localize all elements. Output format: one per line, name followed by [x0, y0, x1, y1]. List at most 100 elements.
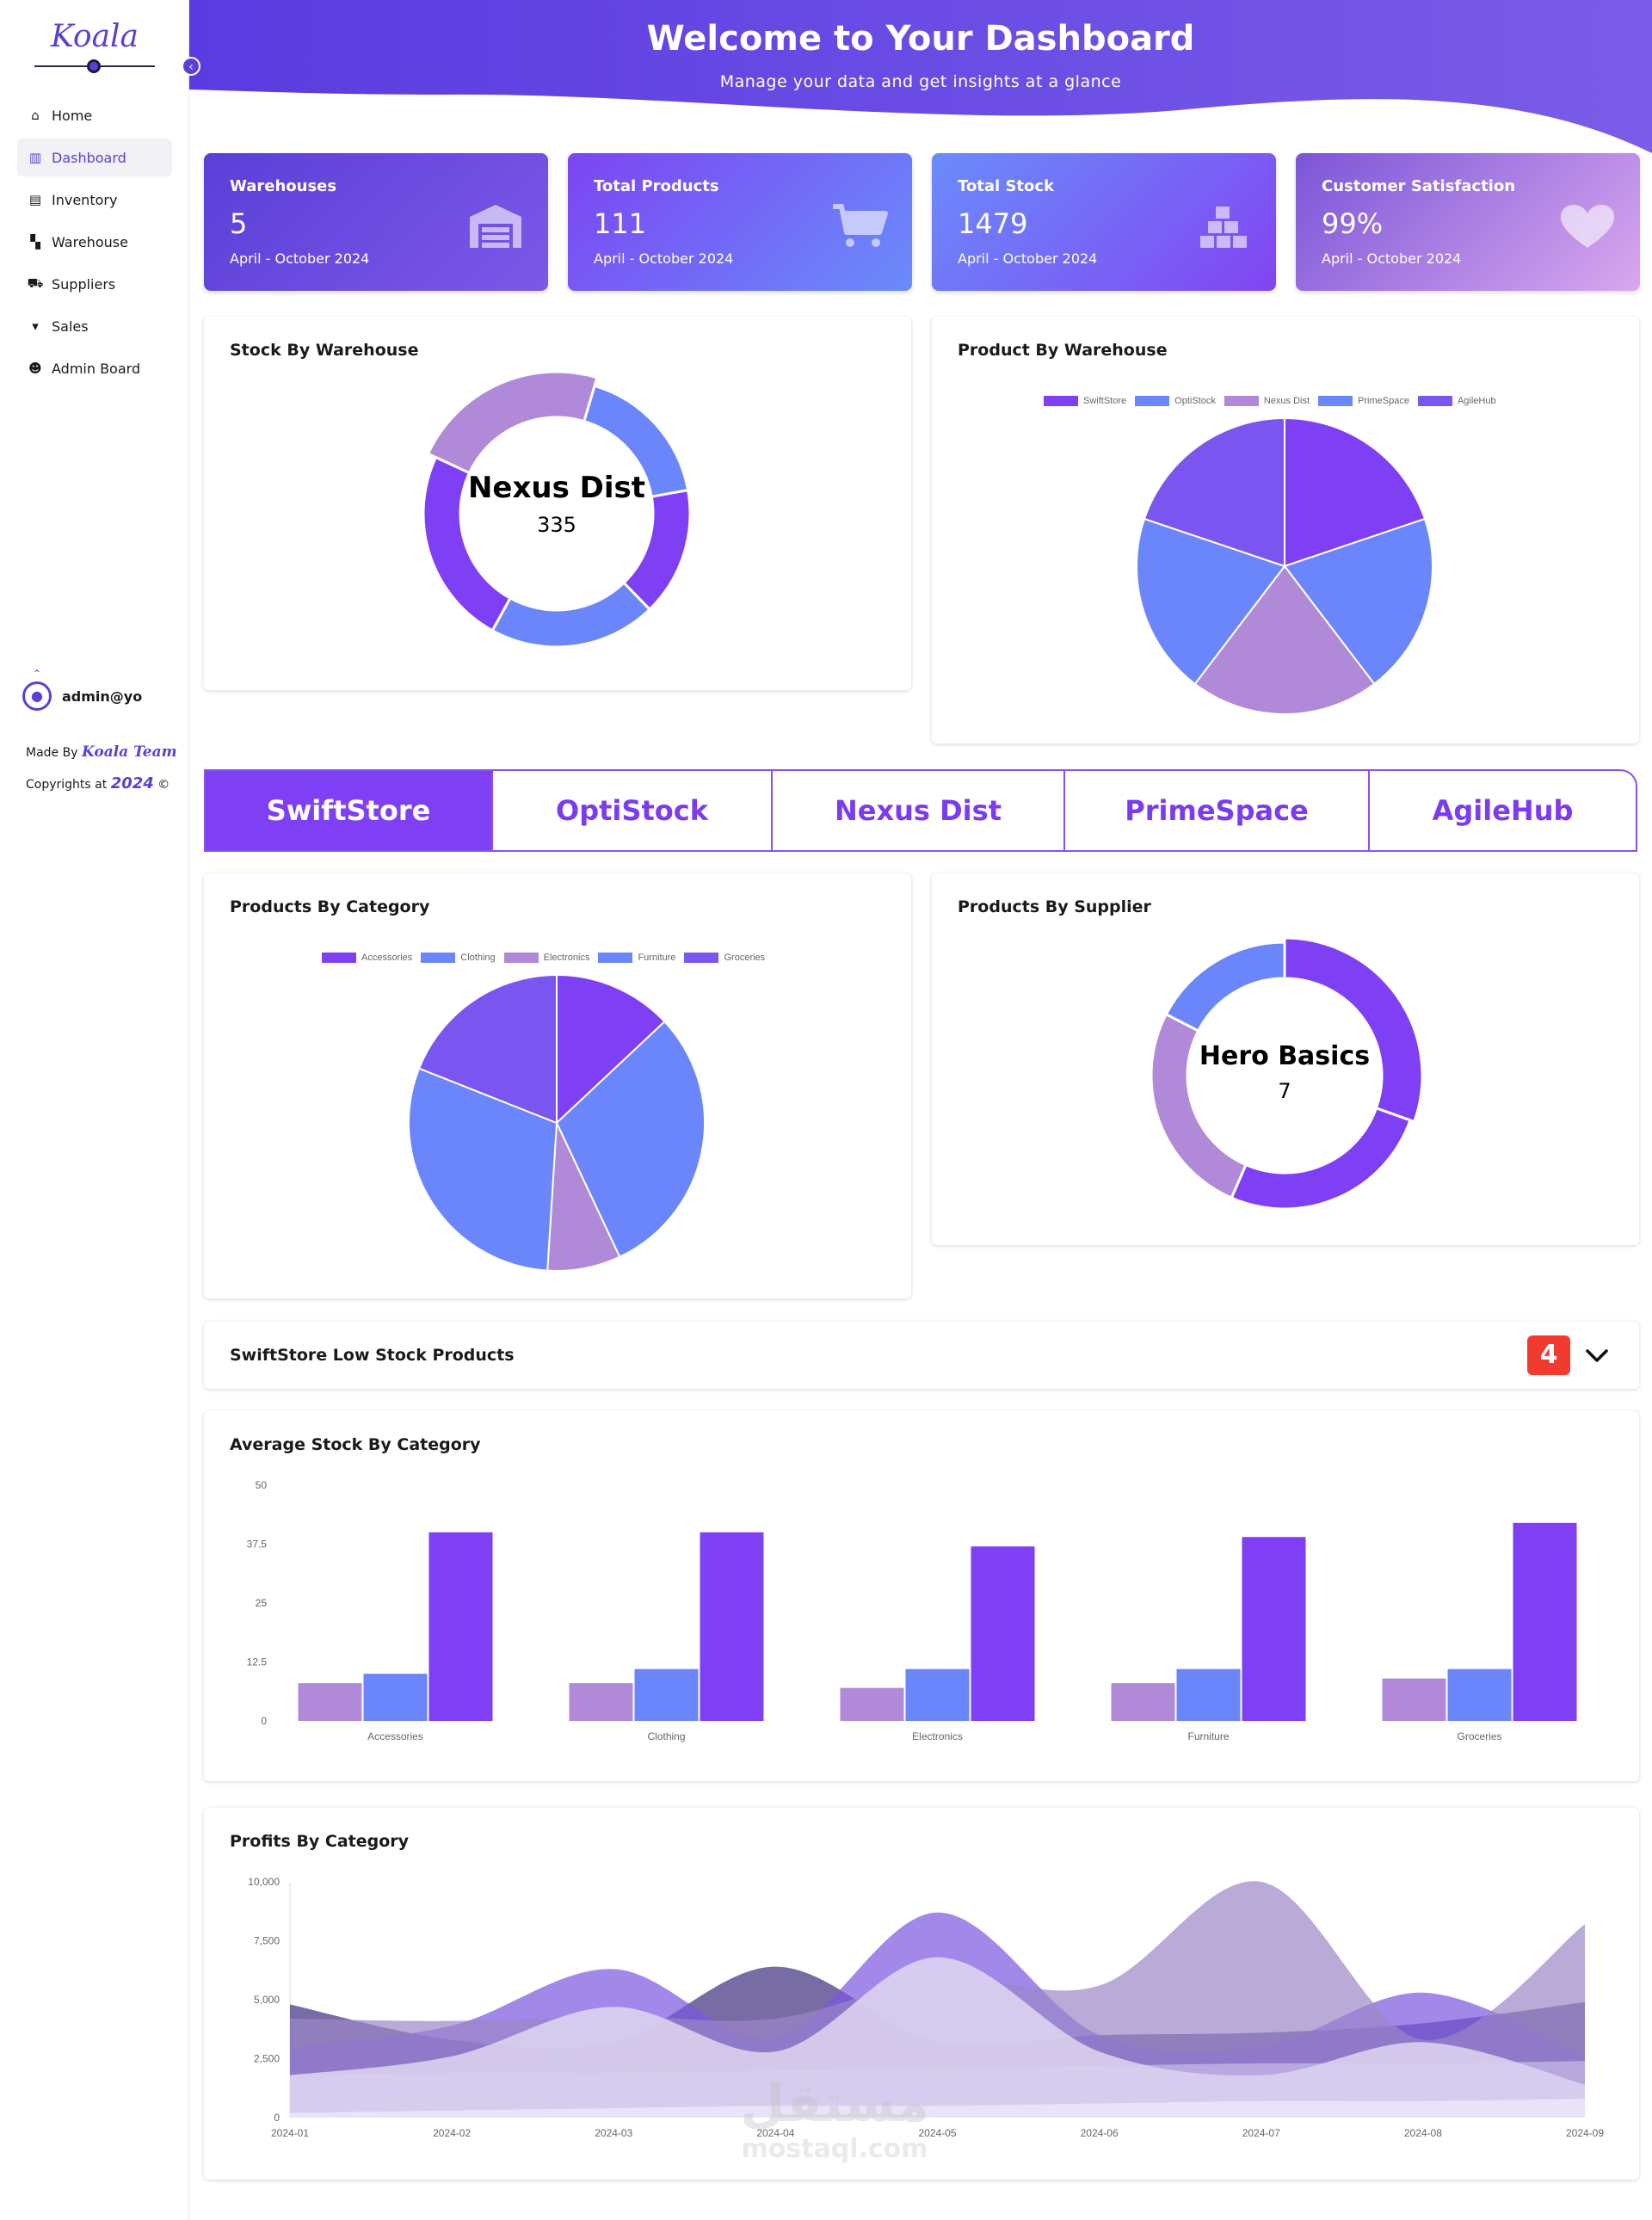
average-stock-chart[interactable]: 0 12.5 25 37.5 50 Accessories Clothing Electron…: [204, 1411, 1639, 1781]
x-tick-label: Accessories: [367, 1730, 423, 1742]
pie-slice[interactable]: [1193, 564, 1376, 715]
pie-slice[interactable]: [1143, 416, 1285, 568]
bar[interactable]: [428, 1532, 493, 1721]
donut-slice[interactable]: [426, 370, 599, 475]
legend-item[interactable]: Electronics: [503, 953, 589, 963]
y-tick-label: 7,500: [254, 1935, 280, 1947]
stat-card-total-products[interactable]: Total Products 111 April - October 2024: [568, 153, 912, 291]
sidebar-item-warehouse[interactable]: ▚ Warehouse: [17, 223, 172, 261]
area-series[interactable]: [290, 2099, 1585, 2118]
tab-optistock[interactable]: OptiStock: [493, 771, 773, 850]
card-title: Products By Category: [230, 897, 430, 916]
stock-by-warehouse-chart[interactable]: Nexus Dist 335: [204, 317, 911, 690]
donut-slice[interactable]: [1283, 936, 1424, 1124]
bar[interactable]: [971, 1546, 1035, 1721]
bar[interactable]: [298, 1683, 362, 1721]
product-by-warehouse-card: Product By Warehouse SwiftStore OptiStoc…: [932, 317, 1639, 743]
products-by-supplier-chart[interactable]: Hero Basics 7: [932, 873, 1639, 1245]
bar[interactable]: [1242, 1537, 1306, 1721]
bar[interactable]: [569, 1683, 633, 1721]
donut-slice[interactable]: [490, 581, 652, 649]
legend-item[interactable]: AgileHub: [1417, 396, 1496, 406]
pie-slice[interactable]: [408, 1067, 558, 1272]
user-profile[interactable]: ⌃ ● admin@yo: [22, 668, 142, 711]
pie-slice[interactable]: [556, 973, 666, 1125]
bar[interactable]: [363, 1674, 428, 1721]
legend-item[interactable]: Clothing: [421, 953, 496, 963]
legend-item[interactable]: PrimeSpace: [1318, 396, 1409, 406]
legend-item[interactable]: OptiStock: [1135, 396, 1216, 406]
low-stock-panel[interactable]: SwiftStore Low Stock Products 4: [204, 1322, 1639, 1389]
products-by-category-chart[interactable]: [204, 873, 911, 1298]
made-by-prefix: Made By: [26, 746, 78, 760]
sidebar-collapse-button[interactable]: ‹: [182, 57, 200, 76]
sidebar-item-label: Dashboard: [52, 149, 126, 166]
legend-label: PrimeSpace: [1358, 396, 1409, 406]
pie-slice[interactable]: [417, 973, 558, 1125]
bar[interactable]: [1447, 1668, 1512, 1721]
bar[interactable]: [1176, 1668, 1241, 1721]
sidebar-item-home[interactable]: ⌂ Home: [17, 96, 172, 134]
bar[interactable]: [634, 1668, 699, 1721]
bar[interactable]: [1111, 1683, 1175, 1721]
warehouse-tabs: SwiftStore OptiStock Nexus Dist PrimeSpa…: [204, 769, 1637, 852]
legend-swatch: [322, 953, 356, 963]
sidebar-item-sales[interactable]: ▾ Sales: [17, 307, 172, 345]
stat-title: Customer Satisfaction: [1322, 177, 1516, 195]
stat-card-customer-satisfaction[interactable]: Customer Satisfaction 99% April - Octobe…: [1296, 153, 1640, 291]
legend-item[interactable]: SwiftStore: [1044, 396, 1126, 406]
x-tick-label: 2024-09: [1566, 2127, 1604, 2139]
caret-up-icon[interactable]: ⌃: [33, 668, 42, 680]
bar[interactable]: [1513, 1522, 1577, 1721]
stat-card-total-stock[interactable]: Total Stock 1479 April - October 2024: [932, 153, 1276, 291]
stat-date: April - October 2024: [594, 250, 734, 267]
y-tick-label: 50: [256, 1479, 268, 1491]
pie-slice[interactable]: [1136, 517, 1286, 686]
donut-slices: [1150, 936, 1424, 1211]
sidebar-item-admin-board[interactable]: ☻ Admin Board: [17, 349, 172, 387]
sidebar-item-dashboard[interactable]: ▥ Dashboard: [17, 139, 172, 176]
tab-swiftstore[interactable]: SwiftStore: [206, 771, 493, 850]
stat-card-warehouses[interactable]: Warehouses 5 April - October 2024: [204, 153, 548, 291]
copyright-year: 2024: [110, 774, 154, 792]
x-tick-label: 2024-03: [595, 2127, 632, 2139]
pie-slice[interactable]: [1284, 416, 1427, 568]
x-tick-label: Clothing: [647, 1730, 685, 1742]
bar[interactable]: [840, 1687, 904, 1721]
donut-slice[interactable]: [422, 455, 513, 632]
donut-center-value: 7: [1278, 1079, 1291, 1103]
donut-center-label: Nexus Dist: [468, 471, 645, 505]
sidebar-item-inventory[interactable]: ▤ Inventory: [17, 181, 172, 219]
logo[interactable]: Koala: [26, 19, 163, 79]
chevron-down-icon[interactable]: [1584, 1342, 1610, 1368]
stat-value: 1479: [958, 207, 1028, 240]
sidebar-item-suppliers[interactable]: ⛟ Suppliers: [17, 265, 172, 303]
profits-chart[interactable]: 0 2,500 5,000 7,500 10,000 2024-01 2024-02 2024…: [204, 1808, 1639, 2180]
pie-slice[interactable]: [555, 1020, 706, 1258]
legend-swatch: [1044, 396, 1078, 406]
donut-slice[interactable]: [1164, 940, 1286, 1033]
legend-label: Clothing: [460, 953, 496, 963]
donut-slice[interactable]: [1230, 1106, 1412, 1211]
legend-item[interactable]: Furniture: [598, 953, 675, 963]
legend-label: SwiftStore: [1083, 396, 1127, 406]
pie-slice[interactable]: [1283, 517, 1433, 686]
bar[interactable]: [1382, 1678, 1446, 1721]
tab-nexus-dist[interactable]: Nexus Dist: [773, 771, 1065, 850]
heart-icon: [1561, 205, 1614, 248]
tab-agilehub[interactable]: AgileHub: [1432, 794, 1574, 827]
made-by-team: Koala Team: [81, 743, 177, 761]
x-tick-label: 2024-07: [1242, 2127, 1280, 2139]
legend-item[interactable]: Nexus Dist: [1224, 396, 1310, 406]
legend-item[interactable]: Groceries: [684, 953, 765, 963]
y-tick-label: 10,000: [248, 1876, 280, 1888]
chart-icon: ▥: [28, 150, 42, 165]
legend-label: AgileHub: [1457, 396, 1496, 406]
tab-primespace[interactable]: PrimeSpace: [1065, 771, 1370, 850]
product-by-warehouse-chart[interactable]: [932, 317, 1639, 743]
legend-label: Nexus Dist: [1263, 396, 1310, 406]
card-title: Stock By Warehouse: [230, 341, 419, 360]
bar[interactable]: [700, 1532, 764, 1721]
legend-item[interactable]: Accessories: [322, 953, 412, 963]
bar[interactable]: [905, 1668, 970, 1721]
